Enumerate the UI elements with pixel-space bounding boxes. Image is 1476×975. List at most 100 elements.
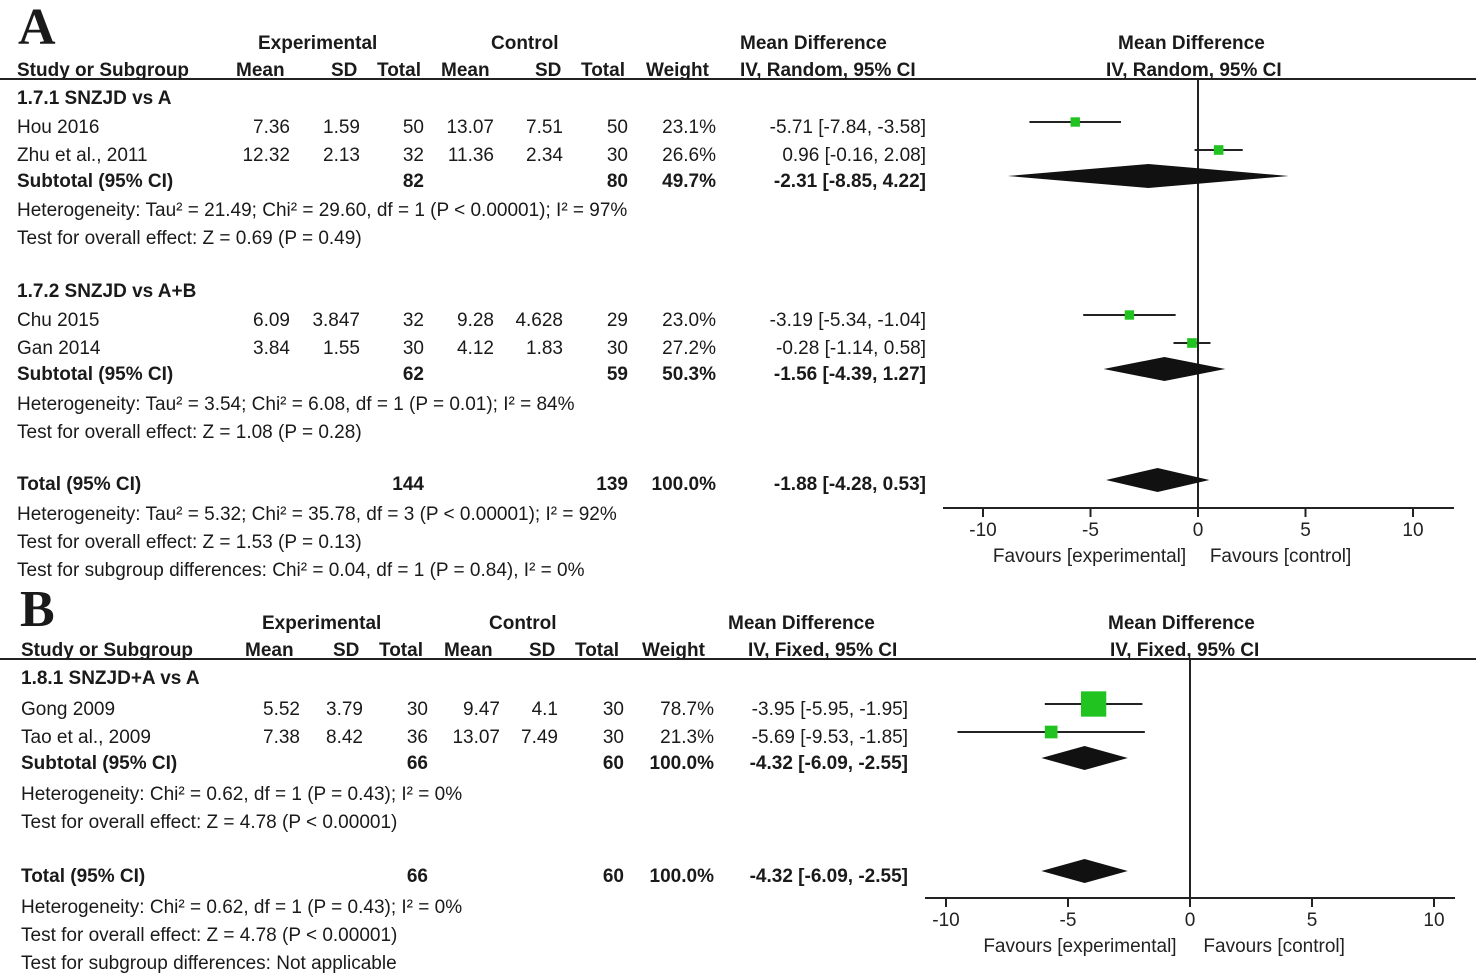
study-name: Gong 2009 — [21, 699, 116, 720]
subgroup-title: 1.8.1 SNZJD+A vs A — [21, 668, 200, 689]
total-diamond — [1041, 859, 1128, 883]
header-rule — [0, 78, 1476, 80]
exp-total: 50 — [402, 117, 424, 138]
exp-total: 32 — [402, 310, 424, 331]
study-name: Zhu et al., 2011 — [17, 145, 148, 166]
weight: 21.3% — [660, 727, 714, 748]
ctl-total: 29 — [606, 310, 628, 331]
col-ctl-mean: Mean — [441, 60, 490, 81]
x-tick-label: -5 — [1082, 520, 1099, 541]
panel-letter: B — [20, 581, 55, 638]
x-tick-label: 10 — [1402, 520, 1423, 541]
ctl-total: 30 — [602, 699, 624, 720]
total-overall-effect-text: Test for overall effect: Z = 4.78 (P < 0… — [21, 925, 398, 946]
exp-sd: 8.42 — [326, 727, 363, 748]
total-label: Total (95% CI) — [17, 474, 142, 495]
subtotal-weight: 49.7% — [662, 171, 716, 192]
favours-experimental-label: Favours [experimental] — [983, 936, 1176, 957]
subgroup-title: 1.7.2 SNZJD vs A+B — [17, 281, 197, 302]
forest-plot-b: -10 -5 0 5 10 Favours [experimental] Favours [… — [925, 660, 1455, 957]
total-ctl-total: 60 — [602, 866, 624, 887]
total-ctl-total: 139 — [596, 474, 628, 495]
exp-sd: 1.55 — [323, 338, 360, 359]
total-heterogeneity-text: Heterogeneity: Tau² = 5.32; Chi² = 35.78… — [17, 504, 617, 525]
col-weight: Weight — [642, 640, 705, 661]
x-tick-label: 5 — [1300, 520, 1311, 541]
overall-effect-text: Test for overall effect: Z = 0.69 (P = 0… — [17, 228, 362, 249]
total-diamond — [1105, 468, 1210, 492]
forest-plot-panel-b: B Experimental Control Mean Difference M… — [0, 580, 1476, 974]
col-ctl-sd: SD — [535, 60, 562, 81]
total-label: Total (95% CI) — [21, 866, 146, 887]
col-exp-sd: SD — [331, 60, 358, 81]
overall-effect-text: Test for overall effect: Z = 4.78 (P < 0… — [21, 812, 398, 833]
subtotal-exp-total: 62 — [402, 364, 424, 385]
favours-control-label: Favours [control] — [1210, 546, 1352, 567]
md-ci: -3.95 [-5.95, -1.95] — [751, 699, 908, 720]
study-name: Gan 2014 — [17, 338, 101, 359]
subtotal-label: Subtotal (95% CI) — [17, 171, 174, 192]
col-md-method: IV, Fixed, 95% CI — [748, 640, 898, 661]
subtotal-weight: 100.0% — [649, 753, 714, 774]
ctl-mean: 4.12 — [457, 338, 494, 359]
ctl-mean: 13.07 — [446, 117, 494, 138]
header-md-group: Mean Difference — [728, 613, 875, 634]
overall-effect-text: Test for overall effect: Z = 1.08 (P = 0… — [17, 422, 362, 443]
ctl-mean: 13.07 — [452, 727, 500, 748]
heterogeneity-text: Heterogeneity: Tau² = 21.49; Chi² = 29.6… — [17, 200, 628, 221]
study-name: Tao et al., 2009 — [21, 727, 151, 748]
exp-sd: 2.13 — [323, 145, 360, 166]
ctl-total: 30 — [606, 145, 628, 166]
heterogeneity-text: Heterogeneity: Chi² = 0.62, df = 1 (P = … — [21, 784, 463, 805]
subtotal-diamond — [1007, 164, 1289, 188]
md-ci: -0.28 [-1.14, 0.58] — [776, 338, 926, 359]
header-plot-title: Mean Difference — [1108, 613, 1255, 634]
exp-sd: 1.59 — [323, 117, 360, 138]
ctl-sd: 4.1 — [531, 699, 558, 720]
col-exp-mean: Mean — [245, 640, 294, 661]
heterogeneity-text: Heterogeneity: Tau² = 3.54; Chi² = 6.08,… — [17, 394, 575, 415]
total-overall-effect-text: Test for overall effect: Z = 1.53 (P = 0… — [17, 532, 362, 553]
header-experimental: Experimental — [262, 613, 382, 634]
subgroup-title: 1.7.1 SNZJD vs A — [17, 88, 172, 109]
md-ci: -3.19 [-5.34, -1.04] — [769, 310, 926, 331]
total-weight: 100.0% — [651, 474, 716, 495]
subtotal-md-ci: -2.31 [-8.85, 4.22] — [773, 171, 926, 192]
col-exp-total: Total — [377, 60, 421, 81]
exp-total: 30 — [402, 338, 424, 359]
favours-control-label: Favours [control] — [1203, 936, 1345, 957]
ctl-total: 30 — [606, 338, 628, 359]
subtotal-md-ci: -1.56 [-4.39, 1.27] — [773, 364, 926, 385]
header-experimental: Experimental — [258, 33, 378, 54]
exp-mean: 12.32 — [242, 145, 290, 166]
ctl-sd: 7.49 — [521, 727, 558, 748]
subtotal-exp-total: 82 — [402, 171, 424, 192]
total-md-ci: -4.32 [-6.09, -2.55] — [749, 866, 908, 887]
md-ci: -5.69 [-9.53, -1.85] — [751, 727, 908, 748]
study-marker — [1187, 338, 1197, 348]
subgroup-differences-text: Test for subgroup differences: Not appli… — [21, 953, 397, 974]
exp-mean: 7.38 — [263, 727, 300, 748]
col-ctl-total: Total — [581, 60, 625, 81]
x-tick-label: 0 — [1193, 520, 1204, 541]
weight: 78.7% — [660, 699, 714, 720]
subtotal-weight: 50.3% — [662, 364, 716, 385]
study-marker — [1213, 145, 1224, 155]
subtotal-md-ci: -4.32 [-6.09, -2.55] — [749, 753, 908, 774]
col-ctl-mean: Mean — [444, 640, 493, 661]
x-tick-label: 5 — [1307, 910, 1318, 931]
exp-total: 36 — [406, 727, 428, 748]
weight: 27.2% — [662, 338, 716, 359]
study-marker — [1044, 725, 1058, 739]
weight: 23.0% — [662, 310, 716, 331]
col-ctl-sd: SD — [529, 640, 556, 661]
col-plot-method: IV, Fixed, 95% CI — [1110, 640, 1260, 661]
exp-total: 32 — [402, 145, 424, 166]
exp-sd: 3.847 — [312, 310, 360, 331]
total-weight: 100.0% — [649, 866, 714, 887]
x-tick-label: -10 — [932, 910, 959, 931]
x-tick-label: 0 — [1185, 910, 1196, 931]
col-exp-total: Total — [379, 640, 423, 661]
forest-plot-a: -10 -5 0 5 10 Favours [experimental] Favours [… — [943, 80, 1454, 567]
favours-experimental-label: Favours [experimental] — [993, 546, 1186, 567]
